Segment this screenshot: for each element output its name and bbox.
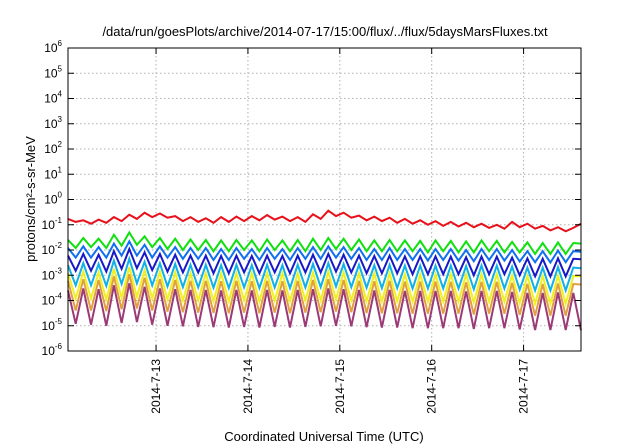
- series-line-4: [67, 246, 582, 279]
- y-tick-label: 10-4: [42, 292, 63, 308]
- x-axis-label: Coordinated Universal Time (UTC): [224, 429, 423, 444]
- series-line-8: [67, 283, 582, 331]
- y-tick-label: 104: [44, 90, 62, 106]
- x-tick-label: 2014-7-13: [149, 359, 163, 414]
- x-tick-label: 2014-7-14: [241, 359, 255, 414]
- series-layer: [67, 209, 582, 331]
- x-tick-label: 2014-7-17: [517, 359, 531, 414]
- y-tick-label: 10-5: [42, 317, 63, 333]
- chart-title: /data/run/goesPlots/archive/2014-07-17/1…: [102, 24, 548, 39]
- x-tick-label: 2014-7-15: [333, 359, 347, 414]
- y-tick-label: 10-6: [42, 342, 63, 358]
- y-axis-label: protons/cm²-s-sr-MeV: [23, 136, 38, 262]
- y-tick-label: 10-1: [42, 216, 63, 232]
- series-line-5: [67, 255, 582, 294]
- y-tick-label: 105: [44, 64, 62, 80]
- y-tick-label: 103: [44, 115, 62, 131]
- series-line-2: [67, 230, 582, 256]
- series-line-7: [67, 273, 582, 316]
- y-tick-label: 101: [44, 165, 62, 181]
- y-tick-label: 10-2: [42, 241, 63, 257]
- axis-ticks: 10-6 10-5 10-4 10-3 10-2 10-1 100 101 102 103 104 1…: [42, 39, 581, 414]
- y-tick-label: 106: [44, 39, 62, 55]
- y-tick-label: 102: [44, 140, 62, 156]
- y-tick-label: 10-3: [42, 266, 63, 282]
- series-line-6: [67, 266, 582, 308]
- series-line-3: [67, 239, 582, 265]
- y-tick-label: 100: [44, 191, 62, 207]
- series-line-1: [67, 209, 582, 233]
- x-tick-label: 2014-7-16: [425, 359, 439, 414]
